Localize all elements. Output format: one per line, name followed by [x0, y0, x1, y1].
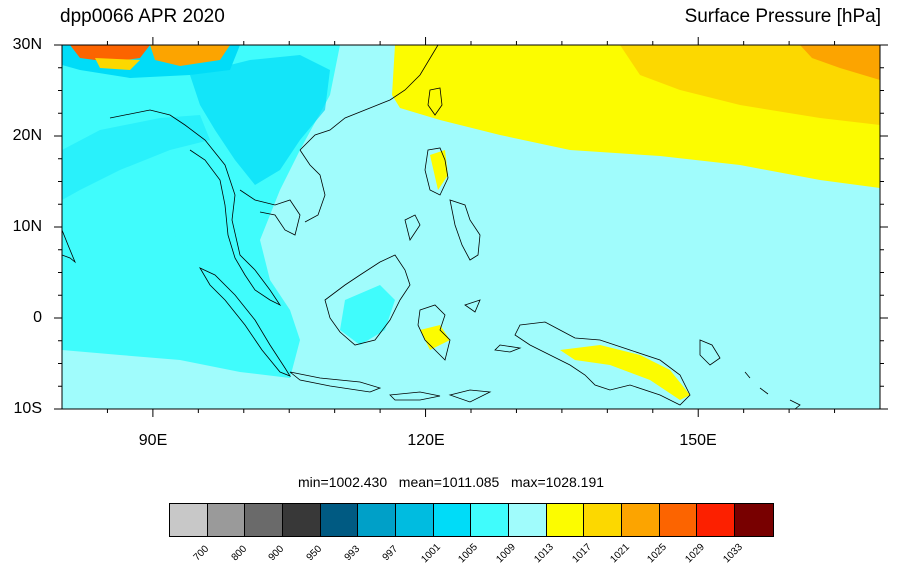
colorbar-box [433, 504, 472, 536]
lat-label-10n: 10N [12, 218, 42, 235]
variable-title: Surface Pressure [hPa] [684, 6, 881, 27]
colorbar-box [207, 504, 246, 536]
colorbar-box [509, 504, 547, 536]
colorbar-box [546, 504, 585, 536]
colorbar-box [622, 504, 660, 536]
colorbar-box [320, 504, 359, 536]
colorbar-box [659, 504, 698, 536]
colorbar-box [170, 504, 208, 536]
colorbar-box [697, 504, 736, 536]
colorbar-box [245, 504, 284, 536]
lat-label-0: 0 [33, 309, 42, 326]
colorbar-box [735, 504, 773, 536]
map-title: dpp0066 APR 2020 [60, 6, 225, 27]
colorbar-box [471, 504, 510, 536]
colorbar [169, 503, 774, 537]
colorbar-box [584, 504, 623, 536]
statistics-line: min=1002.430 mean=1011.085 max=1028.191 [297, 474, 605, 490]
lon-label-90e: 90E [138, 432, 168, 449]
lat-label-20n: 20N [12, 127, 42, 144]
colorbar-box [283, 504, 321, 536]
axis-ticks [54, 37, 888, 417]
colorbar-box [396, 504, 434, 536]
lon-label-150e: 150E [679, 432, 717, 449]
lon-label-120e: 120E [407, 432, 445, 449]
pressure-field [62, 45, 880, 409]
lat-label-10s: 10S [13, 400, 42, 417]
coastlines [62, 45, 801, 409]
colorbar-box [358, 504, 397, 536]
lat-label-30n: 30N [12, 36, 42, 53]
